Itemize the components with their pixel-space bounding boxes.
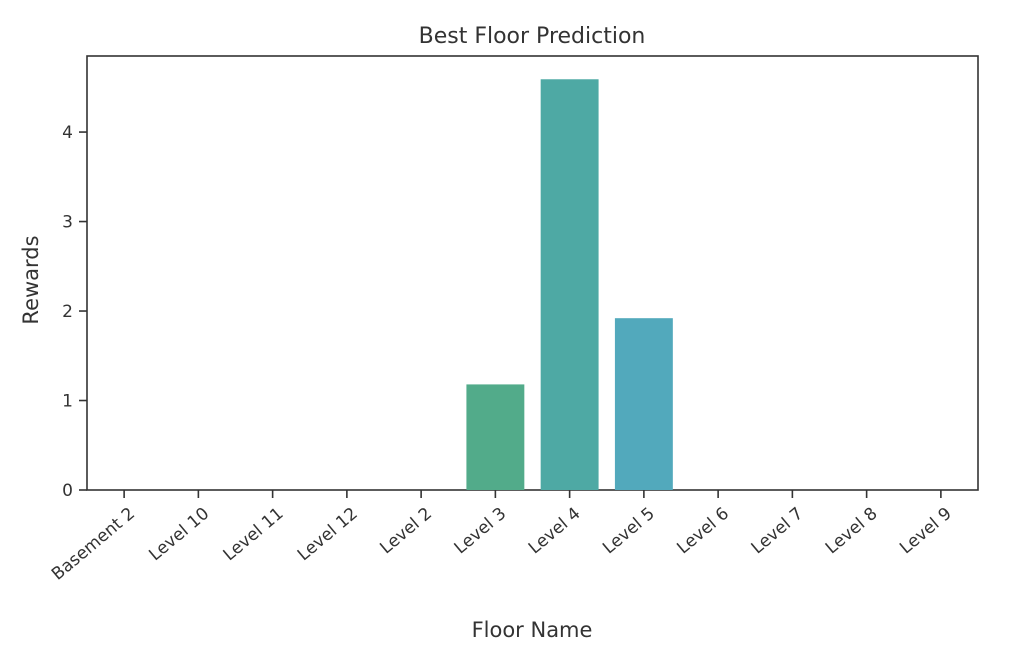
x-tick-label: Level 10 bbox=[145, 504, 213, 566]
bars-group bbox=[466, 79, 673, 490]
x-tick-label: Level 9 bbox=[896, 504, 956, 559]
y-tick-label: 4 bbox=[62, 123, 73, 143]
x-tick-label: Level 2 bbox=[376, 504, 436, 559]
plot-area-frame bbox=[86, 55, 979, 491]
y-tick-label: 2 bbox=[62, 302, 73, 322]
chart-title: Best Floor Prediction bbox=[419, 24, 646, 49]
x-tick-label: Level 3 bbox=[451, 504, 511, 559]
y-tick-label: 1 bbox=[62, 392, 73, 412]
x-tick-label: Level 8 bbox=[822, 504, 882, 559]
x-axis: Basement 2 Level 10 Level 11 Level 12 Level … bbox=[48, 490, 956, 585]
x-axis-label: Floor Name bbox=[472, 618, 593, 642]
bar-level-5 bbox=[614, 318, 673, 490]
x-tick-label: Level 11 bbox=[220, 504, 288, 566]
bar-level-3 bbox=[466, 384, 525, 490]
y-axis-label: Rewards bbox=[19, 235, 43, 324]
y-tick-label: 0 bbox=[62, 481, 73, 501]
x-tick-label: Level 12 bbox=[294, 504, 362, 566]
x-tick-label: Level 5 bbox=[599, 504, 659, 559]
y-tick-label: 3 bbox=[62, 213, 73, 233]
x-tick-label: Level 7 bbox=[748, 504, 808, 559]
bar-level-4 bbox=[540, 79, 599, 490]
y-axis: 0 1 2 3 4 bbox=[62, 123, 87, 501]
x-tick-label: Level 4 bbox=[525, 504, 585, 559]
x-tick-label: Level 6 bbox=[673, 504, 733, 559]
x-tick-label: Basement 2 bbox=[48, 504, 139, 585]
